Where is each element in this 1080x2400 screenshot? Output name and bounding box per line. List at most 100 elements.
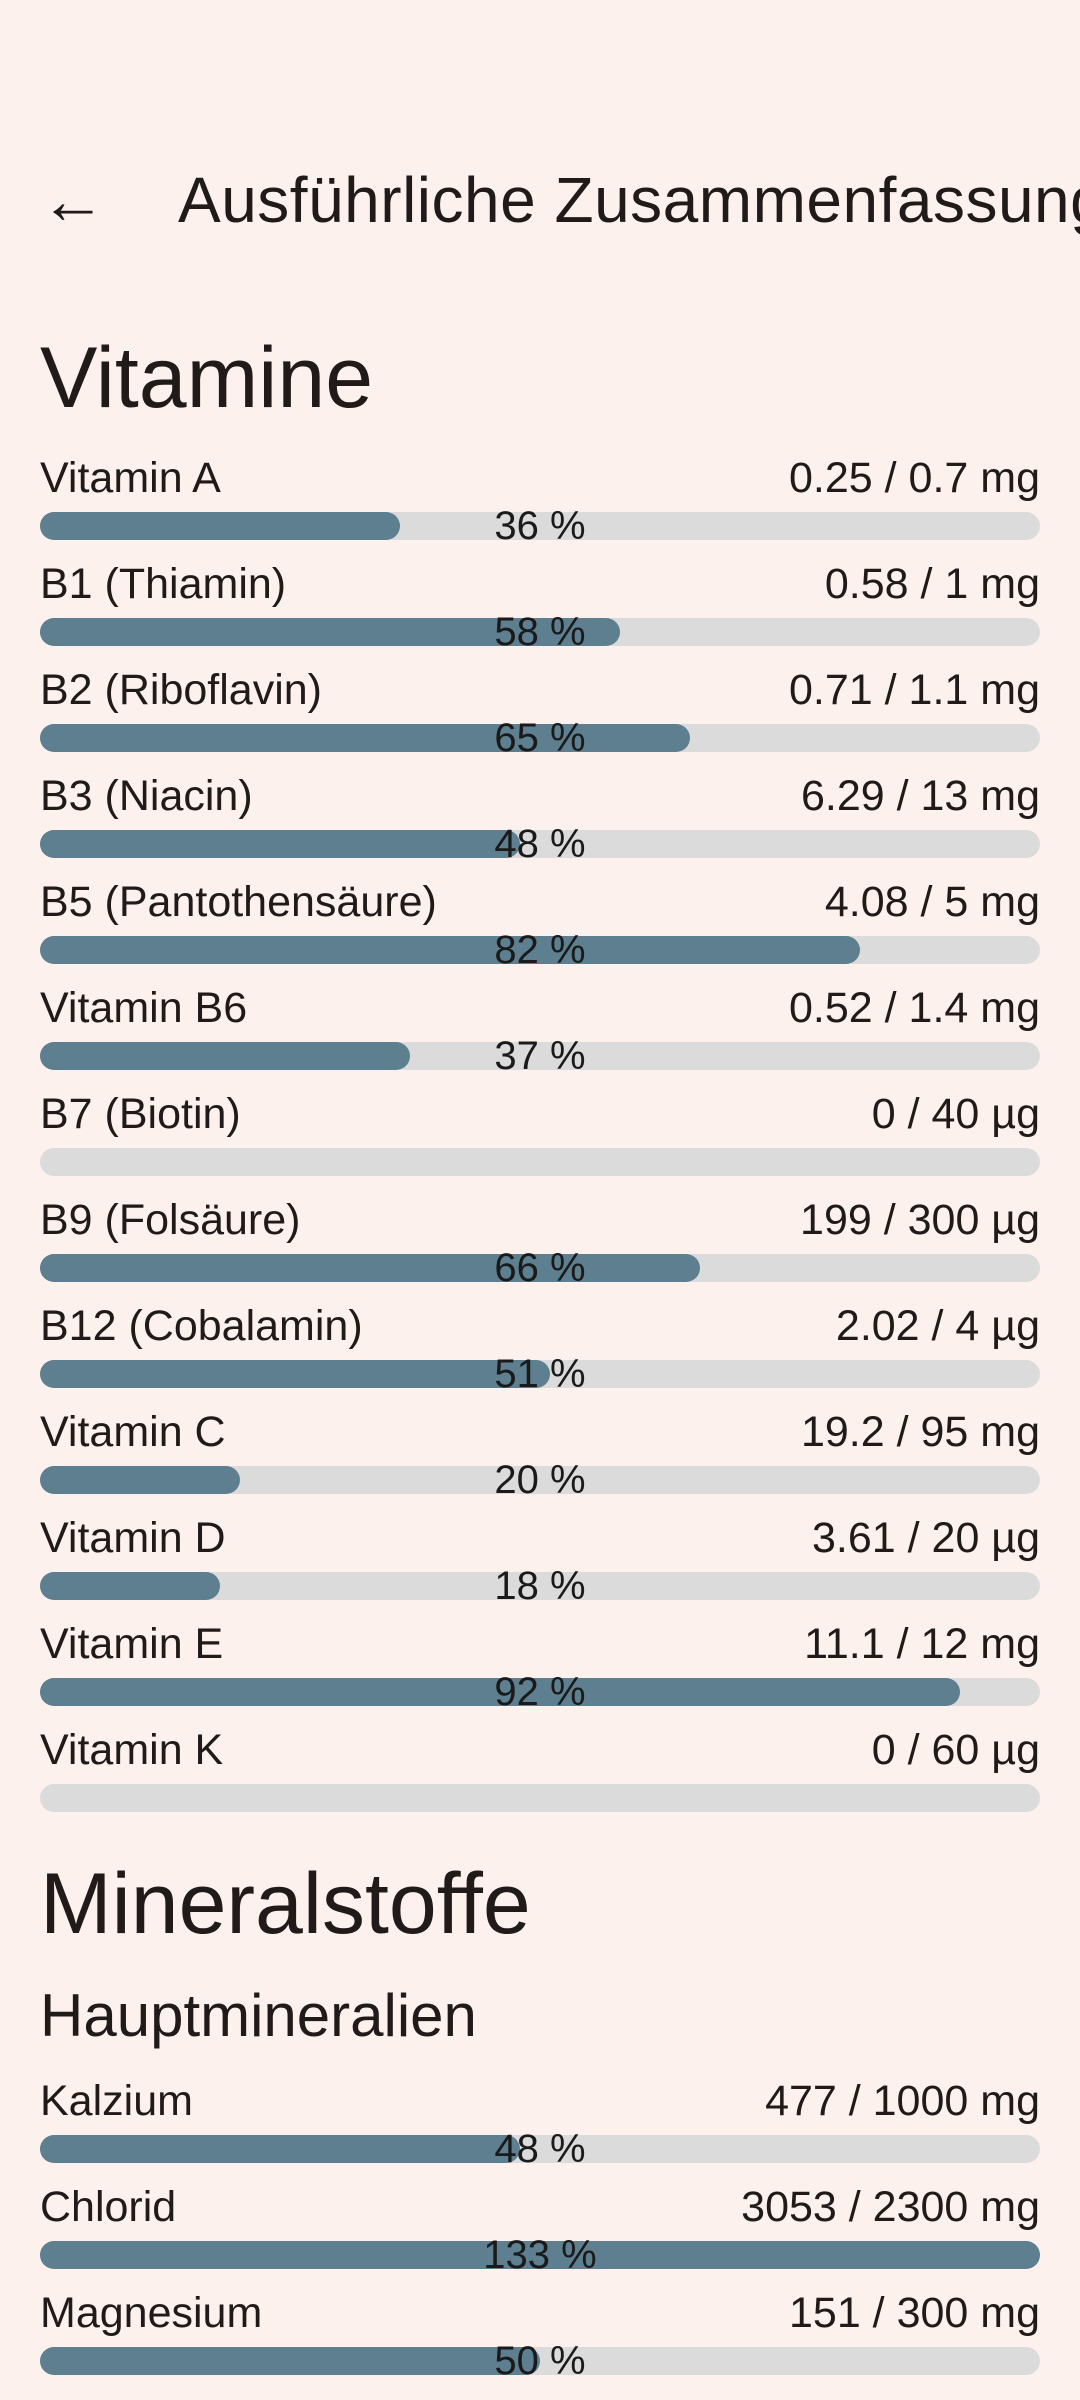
progress-fill [40, 936, 860, 965]
nutrient-row-head: Vitamin K 0 / 60 µg [40, 1724, 1040, 1776]
nutrient-name: B7 (Biotin) [40, 1090, 241, 1139]
top-app-bar: ← Ausführliche Zusammenfassung [0, 150, 1080, 250]
nutrient-name: Chlorid [40, 2182, 177, 2231]
progress-bar: 82 % [40, 930, 1040, 970]
nutrient-name: Kalzium [40, 2076, 193, 2125]
nutrient-row: B7 (Biotin) 0 / 40 µg [40, 1088, 1040, 1177]
nutrient-value: 0.25 / 0.7 mg [789, 454, 1040, 503]
progress-bar: 36 % [40, 506, 1040, 546]
nutrient-row: Vitamin E 11.1 / 12 mg 92 % [40, 1618, 1040, 1712]
nutrient-value: 0.58 / 1 mg [824, 560, 1040, 609]
app-screen: ← Ausführliche Zusammenfassung Vitamine … [0, 150, 1080, 2400]
progress-fill [40, 1360, 550, 1389]
progress-bar: 58 % [40, 612, 1040, 652]
nutrient-summary: Vitamine Vitamin A 0.25 / 0.7 mg 36 % B1… [0, 330, 1080, 2381]
progress-fill [40, 1572, 220, 1601]
progress-fill [40, 724, 690, 753]
progress-fill [40, 1254, 700, 1283]
nutrient-row: Vitamin B6 0.52 / 1.4 mg 37 % [40, 982, 1040, 1076]
nutrient-row: B1 (Thiamin) 0.58 / 1 mg 58 % [40, 558, 1040, 652]
nutrient-row-head: B2 (Riboflavin) 0.71 / 1.1 mg [40, 664, 1040, 716]
progress-bar [40, 1784, 1040, 1813]
nutrient-section: Vitamine Vitamin A 0.25 / 0.7 mg 36 % B1… [0, 330, 1080, 1813]
progress-fill [40, 1678, 960, 1707]
progress-bar [40, 1148, 1040, 1177]
nutrient-row: B3 (Niacin) 6.29 / 13 mg 48 % [40, 770, 1040, 864]
nutrient-row: Vitamin D 3.61 / 20 µg 18 % [40, 1512, 1040, 1606]
nutrient-row-head: Magnesium 151 / 300 mg [40, 2287, 1040, 2339]
nutrient-name: Vitamin A [40, 454, 221, 503]
nutrient-value: 19.2 / 95 mg [800, 1408, 1040, 1457]
nutrient-row: Magnesium 151 / 300 mg 50 % [40, 2287, 1040, 2381]
nutrient-row-head: Vitamin A 0.25 / 0.7 mg [40, 452, 1040, 504]
nutrient-name: Vitamin K [40, 1726, 224, 1775]
progress-bar: 48 % [40, 2129, 1040, 2169]
nutrient-row-head: Vitamin D 3.61 / 20 µg [40, 1512, 1040, 1564]
section-title: Vitamine [40, 330, 374, 426]
nutrient-name: B2 (Riboflavin) [40, 666, 322, 715]
section-rows: Kalzium 477 / 1000 mg 48 % Chlorid 3053 … [0, 2075, 1080, 2381]
nutrient-value: 3053 / 2300 mg [741, 2182, 1040, 2231]
nutrient-name: B1 (Thiamin) [40, 560, 287, 609]
nutrient-row: Vitamin C 19.2 / 95 mg 20 % [40, 1406, 1040, 1500]
nutrient-value: 199 / 300 µg [800, 1196, 1040, 1245]
page-title: Ausführliche Zusammenfassung [178, 164, 1080, 236]
nutrient-row: B5 (Pantothensäure) 4.08 / 5 mg 82 % [40, 876, 1040, 970]
nutrient-row-head: B9 (Folsäure) 199 / 300 µg [40, 1194, 1040, 1246]
nutrient-row-head: Vitamin B6 0.52 / 1.4 mg [40, 982, 1040, 1034]
progress-bar: 18 % [40, 1566, 1040, 1606]
nutrient-row-head: Chlorid 3053 / 2300 mg [40, 2181, 1040, 2233]
progress-bar: 48 % [40, 824, 1040, 864]
nutrient-value: 0 / 40 µg [871, 1090, 1040, 1139]
nutrient-value: 4.08 / 5 mg [824, 878, 1040, 927]
nutrient-value: 0.52 / 1.4 mg [789, 984, 1040, 1033]
progress-fill [40, 2240, 1040, 2269]
nutrient-name: Vitamin B6 [40, 984, 248, 1033]
progress-fill [40, 830, 520, 859]
progress-bar: 50 % [40, 2341, 1040, 2381]
progress-fill [40, 618, 620, 647]
progress-bar: 92 % [40, 1672, 1040, 1712]
section-title: Mineralstoffe [40, 1856, 531, 1953]
nutrient-name: Vitamin D [40, 1514, 226, 1563]
nutrient-name: B9 (Folsäure) [40, 1196, 301, 1245]
progress-fill [40, 512, 400, 541]
nutrient-value: 0.71 / 1.1 mg [789, 666, 1040, 715]
nutrient-value: 6.29 / 13 mg [800, 772, 1040, 821]
progress-fill [40, 2134, 520, 2163]
nutrient-value: 0 / 60 µg [871, 1726, 1040, 1775]
nutrient-value: 11.1 / 12 mg [804, 1620, 1040, 1669]
nutrient-value: 477 / 1000 mg [765, 2076, 1040, 2125]
nutrient-name: Vitamin E [40, 1620, 224, 1669]
nutrient-name: Magnesium [40, 2288, 263, 2337]
progress-fill [40, 1466, 240, 1495]
progress-bar: 65 % [40, 718, 1040, 758]
nutrient-name: B3 (Niacin) [40, 772, 253, 821]
nutrient-row: Vitamin K 0 / 60 µg [40, 1724, 1040, 1813]
nutrient-row-head: B1 (Thiamin) 0.58 / 1 mg [40, 558, 1040, 610]
nutrient-row: Kalzium 477 / 1000 mg 48 % [40, 2075, 1040, 2169]
progress-bar: 37 % [40, 1036, 1040, 1076]
progress-bar: 66 % [40, 1248, 1040, 1288]
section-subtitle: Hauptmineralien [40, 1981, 477, 2049]
progress-bar: 51 % [40, 1354, 1040, 1394]
nutrient-row: B9 (Folsäure) 199 / 300 µg 66 % [40, 1194, 1040, 1288]
section-rows: Vitamin A 0.25 / 0.7 mg 36 % B1 (Thiamin… [0, 452, 1080, 1813]
progress-bar: 20 % [40, 1460, 1040, 1500]
nutrient-row-head: B7 (Biotin) 0 / 40 µg [40, 1088, 1040, 1140]
arrow-left-icon: ← [40, 163, 106, 237]
nutrient-row-head: Vitamin E 11.1 / 12 mg [40, 1618, 1040, 1670]
nutrient-value: 151 / 300 mg [788, 2288, 1040, 2337]
nutrient-row: B2 (Riboflavin) 0.71 / 1.1 mg 65 % [40, 664, 1040, 758]
nutrient-section: Mineralstoffe Hauptmineralien Kalzium 47… [0, 1856, 1080, 2381]
nutrient-row: Chlorid 3053 / 2300 mg 133 % [40, 2181, 1040, 2275]
nutrient-row-head: B5 (Pantothensäure) 4.08 / 5 mg [40, 876, 1040, 928]
nutrient-row: Vitamin A 0.25 / 0.7 mg 36 % [40, 452, 1040, 546]
nutrient-row-head: B12 (Cobalamin) 2.02 / 4 µg [40, 1300, 1040, 1352]
nutrient-name: B12 (Cobalamin) [40, 1302, 363, 1351]
back-button[interactable]: ← [40, 150, 106, 250]
nutrient-name: B5 (Pantothensäure) [40, 878, 437, 927]
nutrient-value: 3.61 / 20 µg [812, 1514, 1040, 1563]
progress-fill [40, 1042, 410, 1071]
nutrient-name: Vitamin C [40, 1408, 226, 1457]
